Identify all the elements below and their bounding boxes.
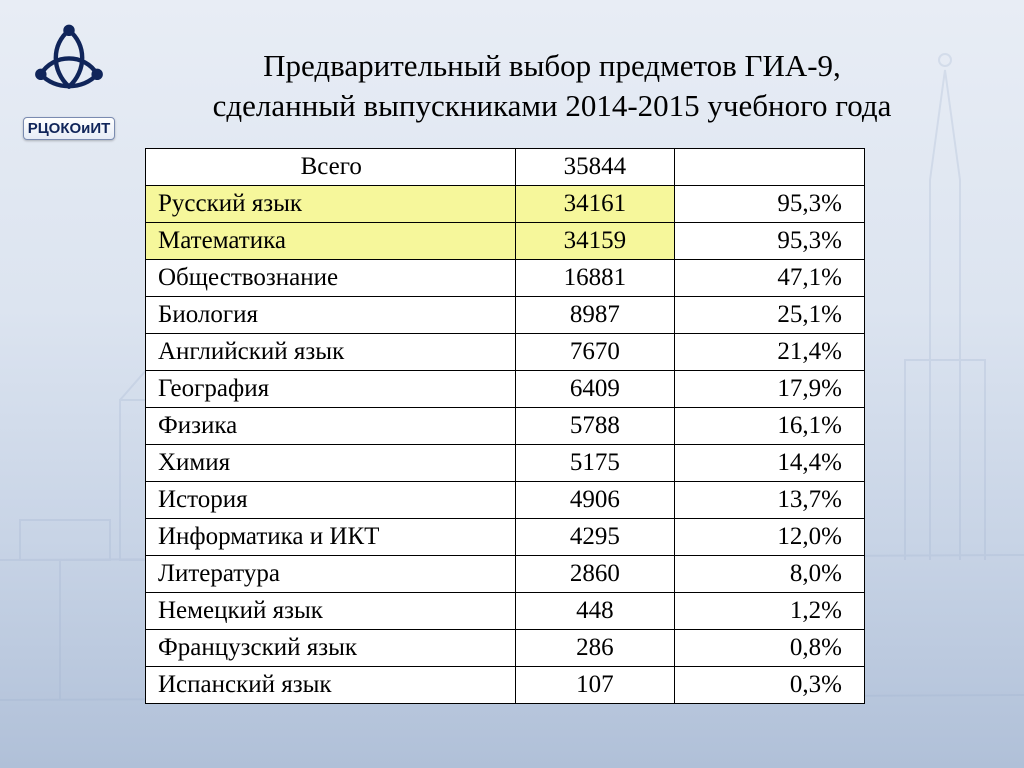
percent-cell: 14,4% xyxy=(675,445,865,482)
table-row: Химия517514,4% xyxy=(146,445,865,482)
table-row: Испанский язык1070,3% xyxy=(146,667,865,704)
subject-cell: Английский язык xyxy=(146,334,516,371)
percent-cell: 95,3% xyxy=(675,186,865,223)
count-cell: 7670 xyxy=(515,334,675,371)
percent-cell: 47,1% xyxy=(675,260,865,297)
count-cell: 34159 xyxy=(515,223,675,260)
subject-cell: Математика xyxy=(146,223,516,260)
triquetra-icon xyxy=(25,18,113,106)
slide-title: Предварительный выбор предметов ГИА-9, с… xyxy=(120,46,984,127)
count-cell: 6409 xyxy=(515,371,675,408)
table-row: Немецкий язык4481,2% xyxy=(146,593,865,630)
count-cell: 286 xyxy=(515,630,675,667)
percent-cell: 8,0% xyxy=(675,556,865,593)
count-cell: 5175 xyxy=(515,445,675,482)
count-cell: 16881 xyxy=(515,260,675,297)
subject-cell: Французский язык xyxy=(146,630,516,667)
subject-cell: История xyxy=(146,482,516,519)
count-cell: 2860 xyxy=(515,556,675,593)
table-row: Французский язык2860,8% xyxy=(146,630,865,667)
subject-cell: Русский язык xyxy=(146,186,516,223)
subjects-table: Всего35844Русский язык3416195,3%Математи… xyxy=(145,148,865,704)
subject-cell: Биология xyxy=(146,297,516,334)
header-empty xyxy=(675,149,865,186)
percent-cell: 0,8% xyxy=(675,630,865,667)
table-row: Физика578816,1% xyxy=(146,408,865,445)
count-cell: 5788 xyxy=(515,408,675,445)
table-row: География640917,9% xyxy=(146,371,865,408)
title-line-2: сделанный выпускниками 2014-2015 учебног… xyxy=(213,88,892,123)
header-count: 35844 xyxy=(515,149,675,186)
table-row: Информатика и ИКТ429512,0% xyxy=(146,519,865,556)
org-label: РЦОКОиИТ xyxy=(23,117,116,140)
percent-cell: 12,0% xyxy=(675,519,865,556)
table-row: Обществознание1688147,1% xyxy=(146,260,865,297)
subject-cell: Литература xyxy=(146,556,516,593)
subject-cell: Химия xyxy=(146,445,516,482)
percent-cell: 0,3% xyxy=(675,667,865,704)
percent-cell: 21,4% xyxy=(675,334,865,371)
count-cell: 8987 xyxy=(515,297,675,334)
table-row: Английский язык767021,4% xyxy=(146,334,865,371)
table-row: Биология898725,1% xyxy=(146,297,865,334)
subject-cell: Информатика и ИКТ xyxy=(146,519,516,556)
subject-cell: Физика xyxy=(146,408,516,445)
percent-cell: 13,7% xyxy=(675,482,865,519)
header-label: Всего xyxy=(146,149,516,186)
table-row: История490613,7% xyxy=(146,482,865,519)
count-cell: 34161 xyxy=(515,186,675,223)
table-row: Русский язык3416195,3% xyxy=(146,186,865,223)
percent-cell: 17,9% xyxy=(675,371,865,408)
count-cell: 4906 xyxy=(515,482,675,519)
count-cell: 107 xyxy=(515,667,675,704)
count-cell: 4295 xyxy=(515,519,675,556)
title-line-1: Предварительный выбор предметов ГИА-9, xyxy=(263,48,841,83)
subject-cell: Испанский язык xyxy=(146,667,516,704)
percent-cell: 1,2% xyxy=(675,593,865,630)
count-cell: 448 xyxy=(515,593,675,630)
subject-cell: Немецкий язык xyxy=(146,593,516,630)
table-header-row: Всего35844 xyxy=(146,149,865,186)
percent-cell: 25,1% xyxy=(675,297,865,334)
subject-cell: Обществознание xyxy=(146,260,516,297)
percent-cell: 16,1% xyxy=(675,408,865,445)
table-row: Математика3415995,3% xyxy=(146,223,865,260)
subject-cell: География xyxy=(146,371,516,408)
percent-cell: 95,3% xyxy=(675,223,865,260)
table-row: Литература28608,0% xyxy=(146,556,865,593)
org-logo: РЦОКОиИТ xyxy=(14,18,124,140)
